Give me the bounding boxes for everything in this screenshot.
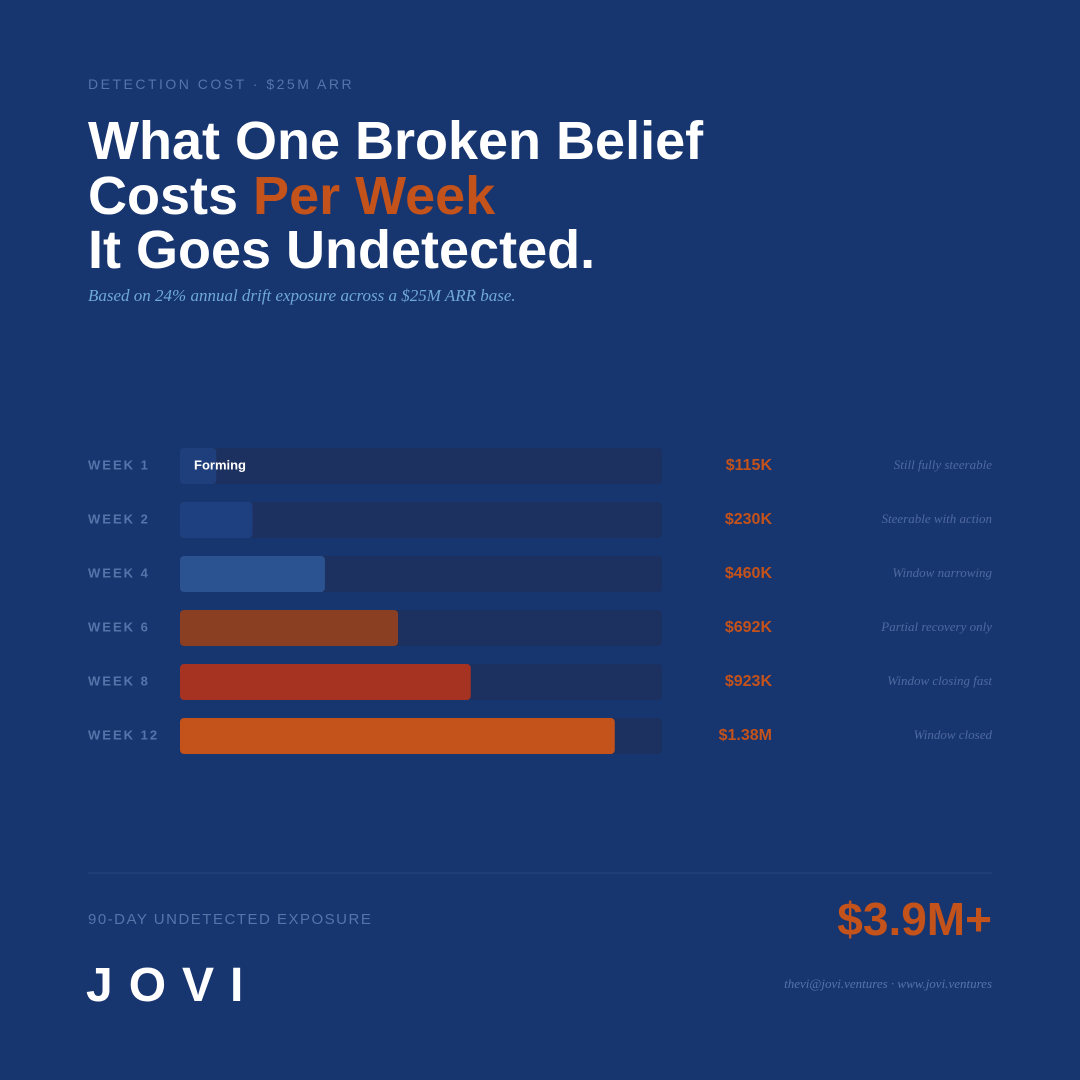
bar [180,502,253,538]
bar-track [180,502,662,538]
contact: thevi@jovi.ventures · www.jovi.ventures [784,976,992,991]
title-line: It Goes Undetected. [88,220,595,280]
value-label: $460K [725,565,773,582]
logo: JOVI [86,959,259,1012]
exposure-label: 90-DAY UNDETECTED EXPOSURE [88,911,372,928]
bar [180,718,615,754]
value-label: $230K [725,511,773,528]
bar-note: Still fully steerable [894,457,992,472]
category-label: WEEK 4 [88,565,150,580]
bar [180,610,399,646]
value-label: $923K [725,673,773,690]
title-line: What One Broken Belief [88,111,704,171]
value-label: $692K [725,619,773,636]
title-part: Costs [88,166,253,226]
bar [180,556,325,592]
subtitle: Based on 24% annual drift exposure acros… [88,286,516,305]
kicker: DETECTION COST · $25M ARR [88,76,354,92]
bar [180,448,217,484]
category-label: WEEK 2 [88,511,150,526]
value-label: $1.38M [719,727,772,744]
category-label: WEEK 6 [88,619,150,634]
exposure-value: $3.9M+ [837,893,992,945]
category-label: WEEK 8 [88,673,150,688]
bar-track [180,448,662,484]
bar-note: Window closed [914,727,993,742]
bar-annotation: Forming [194,457,246,472]
title-line: Costs Per Week [88,166,496,226]
value-label: $115K [726,457,773,474]
category-label: WEEK 1 [88,457,150,472]
category-label: WEEK 12 [88,727,159,742]
bar-note: Window closing fast [887,673,992,688]
chart: WEEK 1 $115K Still fully steerable Forming W… [88,448,992,754]
bar-note: Steerable with action [882,511,992,526]
bar-note: Partial recovery only [880,619,992,634]
title-highlight: Per Week [253,166,496,226]
bar [180,664,471,700]
bar-note: Window narrowing [892,565,992,580]
